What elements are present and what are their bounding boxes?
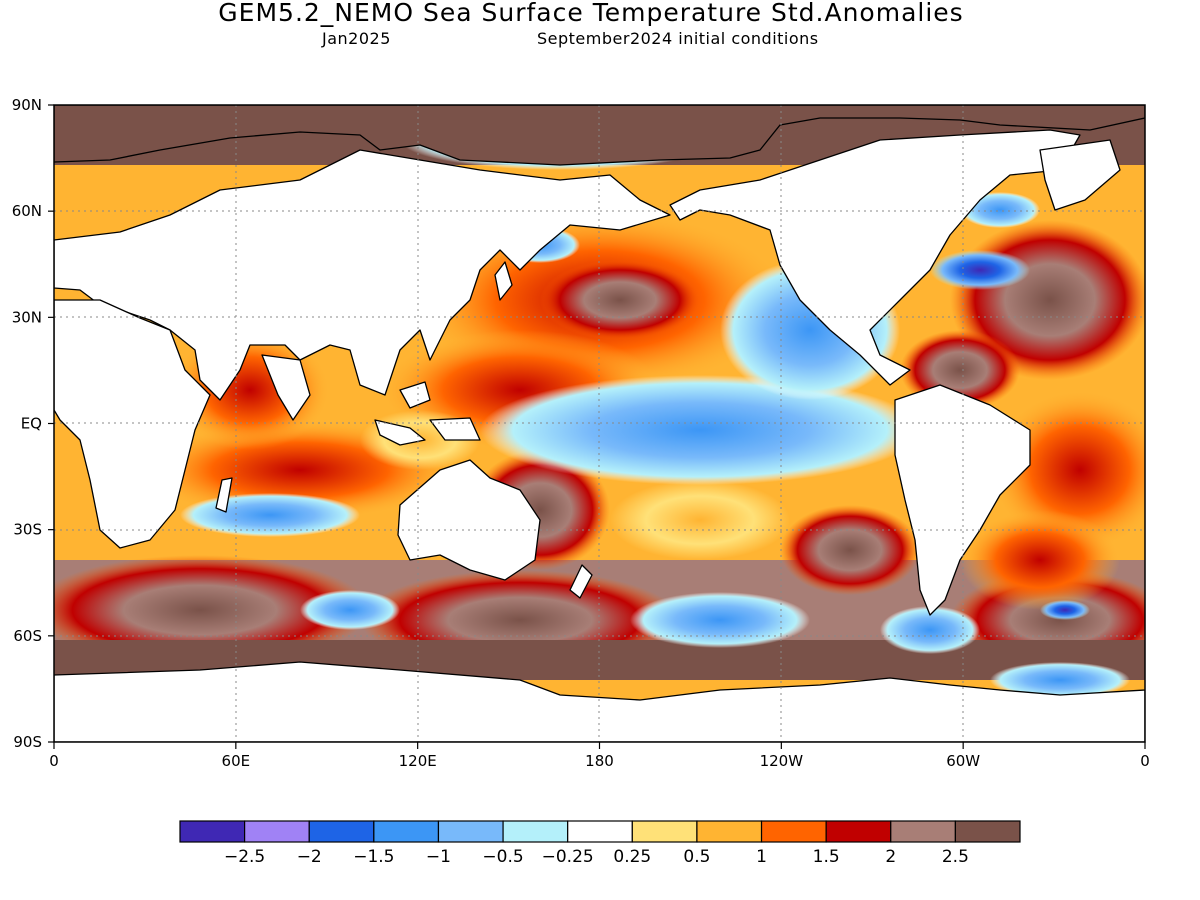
lon-tick-label: 60E [222,752,251,770]
africa-landmass [54,299,211,549]
colorbar-label: 1 [756,847,767,867]
colorbar-swatch [954,820,1021,843]
map-title: GEM5.2_NEMO Sea Surface Temperature Std.… [218,0,964,27]
india-landmass [261,354,311,421]
lat-tick-label: 90S [13,733,42,751]
lat-tick-label: 30S [13,521,42,539]
colorbar-label: 0.25 [613,847,651,867]
colorbar-swatch [567,820,633,843]
colorbar-swatch [437,820,504,843]
colorbar-label: −1.5 [353,847,394,867]
colorbar-swatch [760,820,827,843]
eurasia-landmass [54,149,671,401]
lon-tick-label: 0 [49,752,59,770]
colorbar-swatch [373,820,440,843]
colorbar-swatch [696,820,763,843]
japan-landmass [494,261,513,301]
colorbar-swatch [631,820,698,843]
colorbar-label: −2 [297,847,322,867]
indonesia-landmass [374,381,481,446]
colorbar-label: 0.5 [683,847,710,867]
colorbar-label: −1 [426,847,451,867]
colorbar-label: 2 [885,847,896,867]
colorbar-swatch [179,820,246,843]
colorbar-swatch [890,820,956,843]
lon-tick-label: 180 [585,752,614,770]
colorbar-swatch [502,820,569,843]
latitude-axis: 90N 60N 30N EQ 30S 60S 90S [12,96,54,751]
north-america-landmass [669,129,1081,386]
lat-tick-label: 60N [12,202,42,220]
south-america-landmass [894,384,1031,616]
lat-tick-label: 60S [13,627,42,645]
lon-tick-label: 120E [399,752,437,770]
lon-tick-label: 0 [1140,752,1150,770]
australia-landmass [397,459,541,581]
valid-month: Jan2025 [322,29,391,48]
colorbar-swatch [308,820,375,843]
lon-tick-label: 60W [946,752,980,770]
colorbar-label: −0.5 [482,847,523,867]
land-masses [54,105,1145,742]
colorbar-swatch [244,820,310,843]
graticule [54,105,1145,742]
lat-tick-label: EQ [21,415,42,433]
colorbar-swatch [825,820,892,843]
colorbar-label: −0.25 [542,847,594,867]
colorbar-label: 1.5 [813,847,840,867]
initial-conditions: September2024 initial conditions [537,29,819,48]
colorbar: −2.5 −2 −1.5 −1 −0.5 −0.25 0.25 0.5 1 1.5 2 2.5 [179,820,1021,867]
colorbar-label: −2.5 [224,847,265,867]
lat-tick-label: 30N [12,308,42,326]
longitude-axis: 0 60E 120E 180 120W 60W 0 [49,742,1150,770]
lat-tick-label: 90N [12,96,42,114]
greenland-landmass [1039,139,1121,211]
antarctica-landmass [54,661,1145,742]
madagascar-landmass [215,477,233,513]
new-zealand-landmass [569,564,593,599]
lon-tick-label: 120W [760,752,804,770]
colorbar-label: 2.5 [942,847,969,867]
